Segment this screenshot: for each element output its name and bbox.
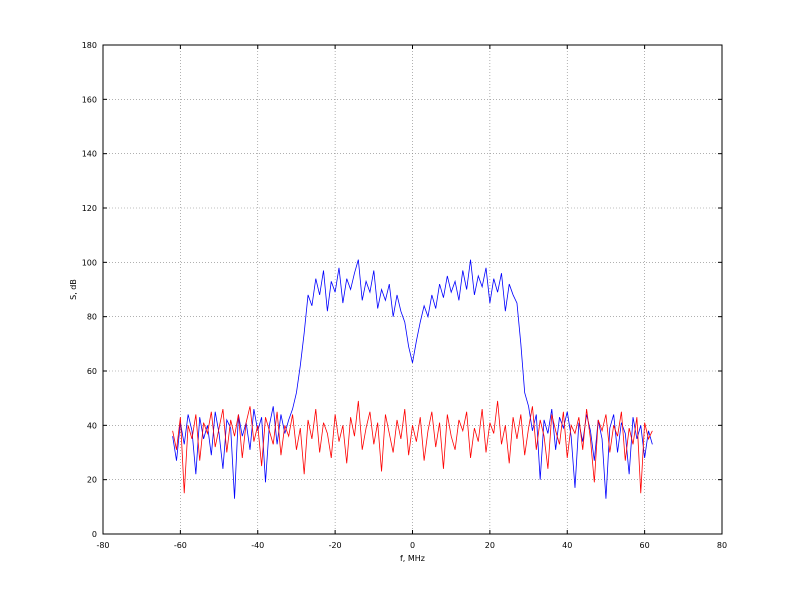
x-axis-label: f, MHz (400, 554, 425, 563)
x-tick-label: -40 (251, 541, 264, 550)
series-line-2 (172, 400, 653, 494)
x-tick-label: -80 (96, 541, 109, 550)
y-tick-label: 180 (82, 41, 97, 50)
plot-series (172, 259, 653, 499)
y-tick-label: 100 (82, 258, 97, 267)
x-tick-label: 40 (562, 541, 572, 550)
y-tick-label: 120 (82, 204, 97, 213)
y-axis-label: S, dB (69, 279, 78, 300)
axis-ticks: -80 -60 -40 -20 0 20 40 60 80 0 20 40 60 80 100 120 140 1… (82, 41, 727, 550)
y-tick-label: 80 (87, 313, 97, 322)
y-tick-label: 60 (87, 367, 97, 376)
y-tick-label: 40 (87, 421, 97, 430)
y-tick-label: 20 (87, 476, 97, 485)
x-tick-label: 20 (485, 541, 495, 550)
series-line-1 (172, 259, 653, 499)
x-tick-label: 60 (640, 541, 650, 550)
x-tick-label: -20 (329, 541, 342, 550)
y-tick-label: 0 (92, 530, 97, 539)
x-tick-label: 0 (410, 541, 415, 550)
y-tick-label: 160 (82, 95, 97, 104)
x-tick-label: 80 (717, 541, 727, 550)
x-tick-label: -60 (174, 541, 187, 550)
y-tick-label: 140 (82, 150, 97, 159)
